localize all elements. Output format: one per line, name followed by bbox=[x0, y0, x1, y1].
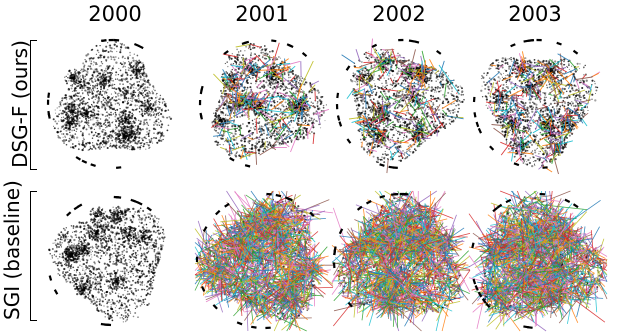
outline-marks bbox=[46, 38, 144, 169]
column-title-2000: 2000 bbox=[45, 2, 185, 26]
colored-edges bbox=[468, 190, 608, 332]
outline-marks bbox=[332, 192, 409, 308]
column-title-2002: 2002 bbox=[329, 2, 469, 26]
panel-sgi-2000 bbox=[48, 195, 166, 327]
panel-dsg-f-2003 bbox=[472, 38, 601, 175]
colored-edges bbox=[331, 190, 471, 332]
outline-marks bbox=[472, 38, 579, 169]
colored-edges bbox=[485, 51, 601, 175]
column-title-2003: 2003 bbox=[465, 2, 605, 26]
colored-edges bbox=[341, 38, 464, 174]
outline-marks bbox=[335, 38, 442, 169]
colored-edges bbox=[211, 42, 330, 165]
panel-sgi-2003 bbox=[468, 190, 608, 332]
outline-marks bbox=[471, 192, 579, 329]
column-title-2001: 2001 bbox=[192, 2, 332, 26]
panel-dsg-f-2002 bbox=[335, 38, 465, 174]
row-bracket-bottom bbox=[30, 191, 37, 321]
row-label-sgi: SGI (baseline) bbox=[0, 180, 24, 320]
scatter-points bbox=[52, 41, 173, 152]
panel-sgi-2001 bbox=[194, 190, 334, 332]
panel-dsg-f-2000 bbox=[46, 38, 173, 169]
outline-marks bbox=[198, 39, 308, 168]
row-label-dsg-f: DSG-F (ours) bbox=[8, 39, 32, 169]
panel-sgi-2002 bbox=[331, 190, 471, 332]
outline-marks bbox=[48, 195, 152, 327]
row-bracket-top bbox=[30, 40, 37, 170]
colored-edges bbox=[194, 190, 334, 332]
outline-marks bbox=[195, 192, 315, 330]
panel-dsg-f-2001 bbox=[198, 39, 330, 168]
scatter-points bbox=[48, 205, 166, 323]
